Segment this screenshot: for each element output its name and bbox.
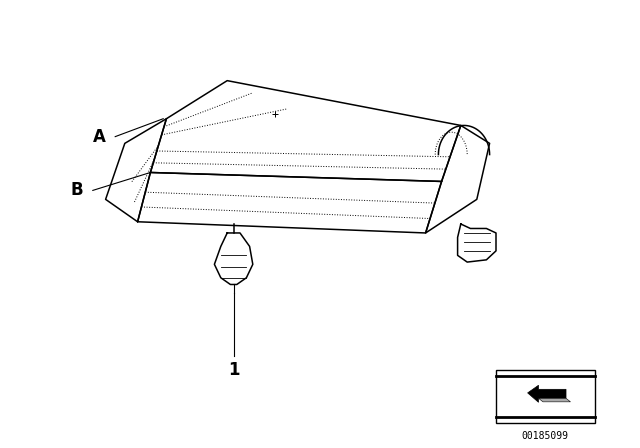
Polygon shape <box>538 398 570 402</box>
Text: 1: 1 <box>228 361 239 379</box>
Text: 00185099: 00185099 <box>522 431 569 441</box>
Bar <box>496 370 595 423</box>
Polygon shape <box>527 385 566 402</box>
Text: B: B <box>70 181 83 199</box>
Text: A: A <box>93 128 106 146</box>
